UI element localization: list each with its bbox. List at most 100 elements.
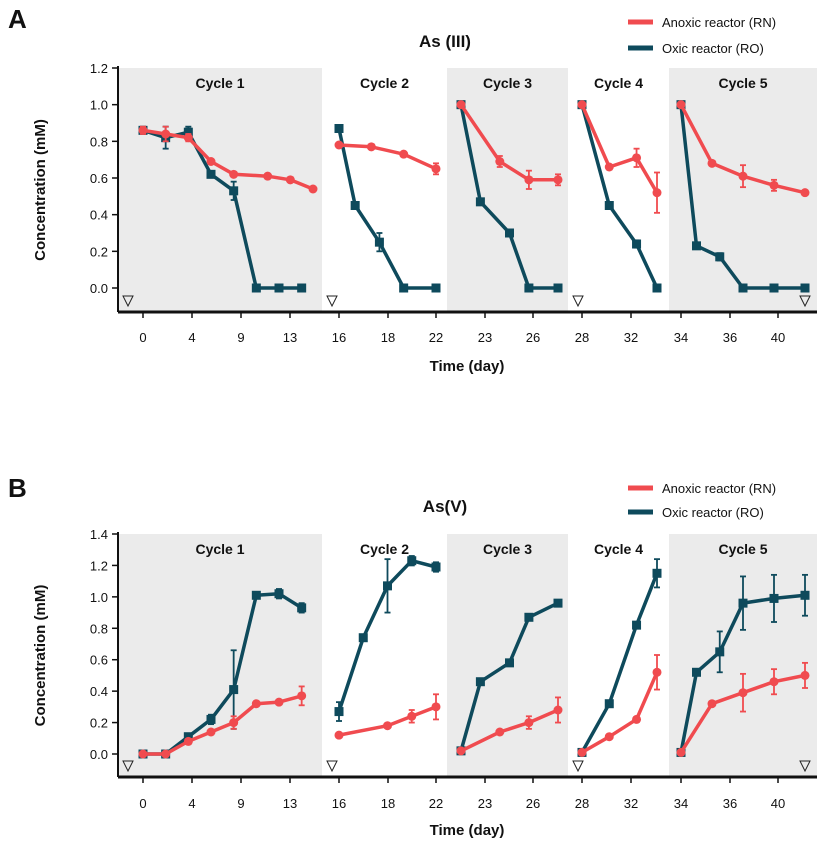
data-point-anoxic [676,747,686,757]
data-point-anoxic [334,730,344,740]
cycle-label: Cycle 4 [594,541,643,557]
data-point-oxic [206,169,216,179]
inoculation-marker [122,295,134,308]
data-point-anoxic [652,667,662,677]
data-point-oxic [553,283,563,293]
data-point-oxic [297,283,307,293]
series-line-anoxic [580,103,659,194]
x-tick-label: 23 [478,330,492,345]
data-point-oxic [431,562,441,572]
data-point-oxic [229,685,239,695]
x-tick-label: 9 [237,796,244,811]
data-point-anoxic [604,162,614,172]
x-tick-label: 13 [283,796,297,811]
cycle-label: Cycle 1 [195,541,244,557]
y-tick-label: 0.4 [90,684,108,699]
data-point-anoxic [383,721,392,731]
cycle-shade [118,534,322,777]
x-tick-label: 34 [674,330,688,345]
cycle-label: Cycle 1 [195,75,244,91]
data-point-oxic [800,590,810,600]
x-tick-label: 36 [723,330,737,345]
x-tick-label: 16 [332,330,346,345]
x-tick-label: 40 [771,330,785,345]
data-point-anoxic [769,677,779,687]
data-point-oxic [553,598,563,608]
x-tick-label: 22 [429,796,443,811]
legend-label-oxic: Oxic reactor (RO) [662,505,764,520]
y-tick-label: 0.0 [90,281,108,296]
data-point-anoxic [274,697,284,707]
x-tick-label: 34 [674,796,688,811]
cycle-label: Cycle 2 [360,75,409,91]
x-axis-label: Time (day) [430,358,505,375]
cycle-label: Cycle 2 [360,541,409,557]
data-point-anoxic [229,169,239,179]
data-point-oxic [374,237,384,247]
data-point-anoxic [632,153,642,163]
panel-letter: A [8,4,27,34]
data-point-oxic [715,252,725,262]
data-point-oxic [692,241,701,251]
data-point-anoxic [183,736,193,746]
x-tick-label: 36 [723,796,737,811]
data-point-oxic [738,598,748,608]
y-tick-label: 0.6 [90,171,108,186]
inoculation-marker [799,760,811,773]
data-point-anoxic [263,171,273,181]
data-point-anoxic [161,749,171,759]
data-point-anoxic [553,175,563,185]
data-point-oxic [251,590,261,600]
data-point-anoxic [769,180,779,190]
x-tick-label: 26 [526,330,540,345]
series-line-anoxic [338,705,437,737]
data-point-anoxic [604,732,614,742]
data-point-anoxic [738,171,748,181]
y-tick-label: 0.8 [90,621,108,636]
cycle-label: Cycle 5 [718,541,767,557]
data-point-oxic [399,283,409,293]
y-tick-label: 0.0 [90,747,108,762]
y-tick-label: 1.2 [90,61,108,76]
inoculation-marker [122,760,134,773]
y-tick-label: 1.0 [90,98,108,113]
data-point-oxic [524,612,534,622]
data-point-oxic [431,283,441,293]
data-point-oxic [350,201,360,210]
data-point-oxic [383,581,392,591]
data-point-anoxic [431,702,441,712]
x-tick-label: 4 [188,330,195,345]
data-point-anoxic [524,175,534,185]
cycle-label: Cycle 5 [718,75,767,91]
y-tick-label: 1.2 [90,558,108,573]
data-point-anoxic [366,142,376,152]
series-line-anoxic [459,103,558,182]
x-tick-label: 18 [381,796,395,811]
x-tick-label: 26 [526,796,540,811]
series-line-oxic [679,593,806,753]
data-point-anoxic [431,164,441,174]
y-axis-label: Concentration (mM) [32,585,49,727]
data-point-anoxic [297,691,307,701]
inoculation-marker [326,760,338,773]
cycle-shade [118,68,322,312]
data-point-oxic [604,699,614,709]
data-point-oxic [251,283,261,293]
data-point-oxic [800,283,810,293]
data-point-anoxic [206,727,216,737]
x-tick-label: 18 [381,330,395,345]
data-point-anoxic [407,711,417,721]
data-point-anoxic [183,133,193,143]
x-tick-label: 32 [624,330,638,345]
x-tick-label: 0 [139,330,146,345]
y-tick-label: 1.0 [90,590,108,605]
data-point-anoxic [456,746,466,756]
x-tick-label: 16 [332,796,346,811]
data-point-oxic [183,732,193,742]
x-tick-label: 9 [237,330,244,345]
data-point-oxic [407,556,417,566]
data-point-oxic [715,647,725,657]
data-point-anoxic [206,157,216,166]
data-point-oxic [358,633,368,643]
x-tick-label: 28 [575,796,589,811]
